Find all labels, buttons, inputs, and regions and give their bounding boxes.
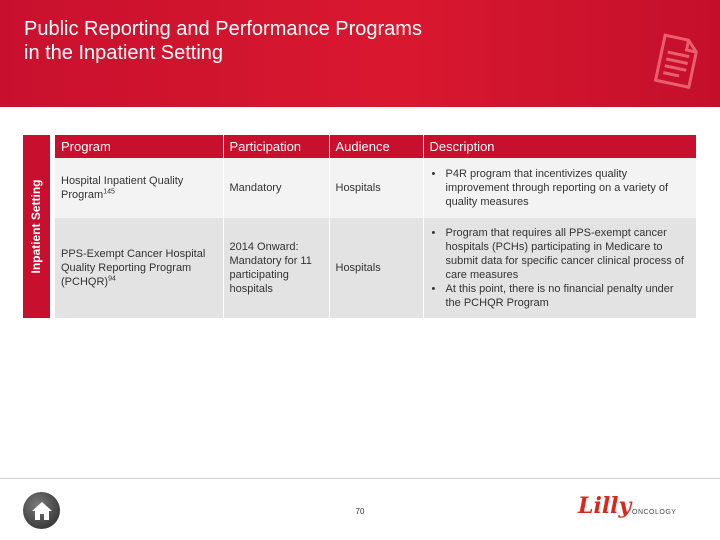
description-bullet: P4R program that incentivizes quality im… [430,167,691,209]
programs-table: Program Participation Audience Descripti… [55,135,696,318]
description-cell: Program that requires all PPS-exempt can… [423,218,696,318]
audience-cell: Hospitals [329,158,424,218]
table-row: Hospital Inpatient Quality Program145 Ma… [55,158,696,218]
program-cell: PPS-Exempt Cancer Hospital Quality Repor… [55,218,224,318]
column-header-program: Program [55,135,224,158]
program-reference: 145 [103,188,115,196]
lilly-oncology-logo: Lilly ONCOLOGY [578,493,688,523]
description-bullet: Program that requires all PPS-exempt can… [430,226,691,282]
page-title-line-2: in the Inpatient Setting [24,42,224,64]
program-reference: 94 [108,275,116,283]
program-name: Hospital Inpatient Quality Program [61,175,184,201]
inpatient-setting-label-bar: Inpatient Setting [23,135,50,318]
logo-word: ONCOLOGY [632,509,677,516]
header-band: Public Reporting and Performance Program… [0,0,720,107]
participation-cell: Mandatory [223,158,330,218]
audience-cell: Hospitals [329,218,424,318]
home-button[interactable] [23,492,60,529]
page-number: 70 [355,507,365,516]
column-header-description: Description [423,135,696,158]
participation-cell: 2014 Onward: Mandatory for 11 participat… [223,218,330,318]
table-row: PPS-Exempt Cancer Hospital Quality Repor… [55,218,696,318]
column-header-audience: Audience [329,135,424,158]
home-icon [31,501,52,520]
inpatient-setting-label: Inpatient Setting [29,179,43,274]
description-list: P4R program that incentivizes quality im… [430,167,691,209]
document-icon [653,33,698,90]
page-title-line-1: Public Reporting and Performance Program… [24,18,422,40]
program-name: PPS-Exempt Cancer Hospital Quality Repor… [61,248,206,288]
column-header-participation: Participation [223,135,330,158]
description-cell: P4R program that incentivizes quality im… [423,158,696,218]
description-list: Program that requires all PPS-exempt can… [430,226,691,310]
table-header-row: Program Participation Audience Descripti… [55,135,696,158]
footer-divider [0,478,720,479]
description-bullet: At this point, there is no financial pen… [430,282,691,310]
page-title: Public Reporting and Performance Program… [24,17,584,65]
logo-script: Lilly [578,493,632,519]
program-cell: Hospital Inpatient Quality Program145 [55,158,224,218]
